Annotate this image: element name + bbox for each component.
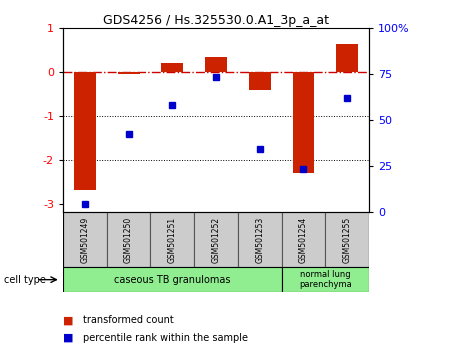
Title: GDS4256 / Hs.325530.0.A1_3p_a_at: GDS4256 / Hs.325530.0.A1_3p_a_at <box>103 14 329 27</box>
Bar <box>282 267 369 292</box>
Bar <box>107 212 150 267</box>
Bar <box>63 212 107 267</box>
Text: normal lung
parenchyma: normal lung parenchyma <box>299 270 351 289</box>
Bar <box>292 72 315 173</box>
Bar <box>249 72 270 90</box>
Bar <box>282 212 325 267</box>
Text: cell type: cell type <box>4 275 46 285</box>
Bar <box>238 212 282 267</box>
Bar <box>63 267 282 292</box>
Text: GSM501252: GSM501252 <box>212 217 220 263</box>
Bar <box>117 72 140 74</box>
Text: ■: ■ <box>63 333 73 343</box>
Bar <box>205 57 227 72</box>
Text: transformed count: transformed count <box>83 315 174 325</box>
Text: percentile rank within the sample: percentile rank within the sample <box>83 333 248 343</box>
Bar <box>325 212 369 267</box>
Bar <box>336 44 358 72</box>
Text: GSM501254: GSM501254 <box>299 217 308 263</box>
Text: ■: ■ <box>63 315 73 325</box>
Text: GSM501250: GSM501250 <box>124 217 133 263</box>
Bar <box>74 72 96 190</box>
Text: GSM501253: GSM501253 <box>255 217 264 263</box>
Text: caseous TB granulomas: caseous TB granulomas <box>114 275 230 285</box>
Text: GSM501251: GSM501251 <box>168 217 177 263</box>
Text: GSM501255: GSM501255 <box>342 217 351 263</box>
Bar <box>194 212 238 267</box>
Text: GSM501249: GSM501249 <box>81 217 90 263</box>
Bar <box>150 212 194 267</box>
Bar <box>162 63 183 72</box>
